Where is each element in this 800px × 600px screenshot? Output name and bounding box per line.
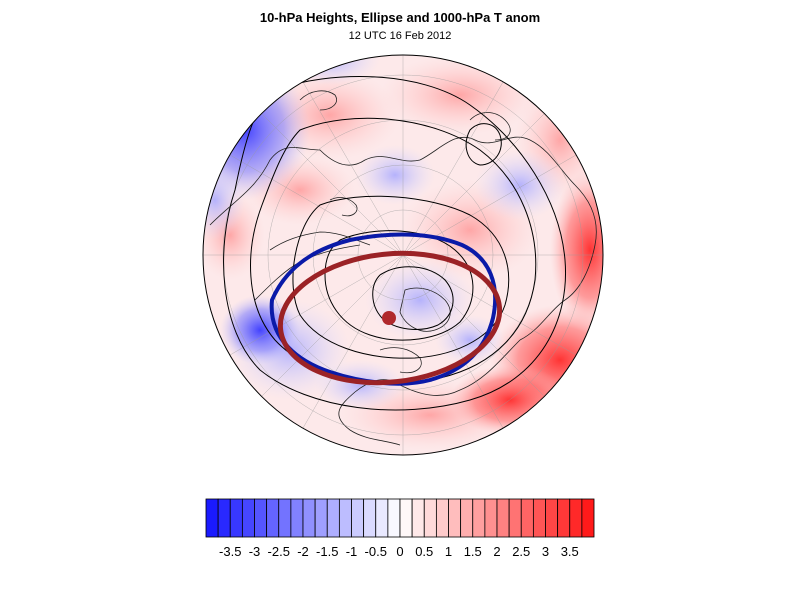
colorbar-box [448, 498, 462, 538]
map-title: 10-hPa Heights, Ellipse and 1000-hPa T a… [259, 10, 541, 25]
colorbar-box [532, 498, 546, 538]
colorbar-box [472, 498, 486, 538]
colorbar-box [290, 498, 304, 538]
colorbar-box [302, 498, 316, 538]
colorbar-box [423, 498, 437, 538]
colorbar-tick-label: -3 [249, 544, 261, 559]
colorbar-tick-label: -1.5 [316, 544, 338, 559]
colorbar-tick-label: 1.5 [464, 544, 482, 559]
colorbar-tick-label: 0.5 [415, 544, 433, 559]
colorbar-tick-label: 3 [542, 544, 549, 559]
colorbar-tick-label: 1 [445, 544, 452, 559]
colorbar-box [411, 498, 425, 538]
colorbar-box [363, 498, 377, 538]
colorbar-box [545, 498, 559, 538]
colorbar-box [241, 498, 255, 538]
colorbar-labels: -3.5 -3 -2.5 -2 -1.5 -1 -0.5 0 0.5 1 1.5 2 2.5 3 3.5 [219, 544, 579, 559]
colorbar-box [484, 498, 498, 538]
colorbar-box [314, 498, 328, 538]
colorbar-box [460, 498, 474, 538]
colorbar-box [217, 498, 231, 538]
vortex-ellipse [277, 250, 503, 386]
colorbar-box [557, 498, 571, 538]
colorbar-box [399, 498, 413, 538]
colorbar-box [278, 498, 292, 538]
colorbar-tick-label: 2.5 [512, 544, 530, 559]
colorbar-boxes [205, 498, 595, 538]
map-subtitle: 12 UTC 16 Feb 2012 [348, 30, 452, 42]
globe-outline [202, 54, 604, 456]
colorbar-box [387, 498, 401, 538]
colorbar-box [520, 498, 534, 538]
colorbar-box [581, 498, 595, 538]
colorbar-tick-label: -3.5 [219, 544, 241, 559]
polar-vortex-edge-contour [269, 232, 498, 386]
colorbar-box [351, 498, 365, 538]
colorbar-box [326, 498, 340, 538]
colorbar-box [508, 498, 522, 538]
colorbar-box [375, 498, 389, 538]
colorbar-tick-label: -0.5 [365, 544, 387, 559]
colorbar-box [266, 498, 280, 538]
colorbar-box [254, 498, 268, 538]
colorbar-tick-label: -1 [346, 544, 358, 559]
colorbar-box [338, 498, 352, 538]
colorbar-box [496, 498, 510, 538]
colorbar-tick-label: 2 [493, 544, 500, 559]
colorbar-tick-label: 0 [396, 544, 403, 559]
colorbar-box [569, 498, 583, 538]
colorbar-tick-label: -2 [297, 544, 309, 559]
colorbar-box [435, 498, 449, 538]
colorbar-tick-label: 3.5 [561, 544, 579, 559]
colorbar-box [229, 498, 243, 538]
colorbar-tick-label: -2.5 [268, 544, 290, 559]
ellipse-center-marker [382, 311, 396, 325]
colorbar-box [205, 498, 219, 538]
